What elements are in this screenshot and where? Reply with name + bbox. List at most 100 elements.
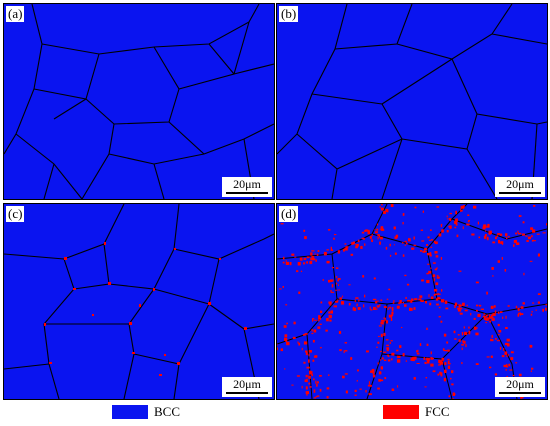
fcc-particle xyxy=(355,246,358,249)
fcc-particle xyxy=(412,359,415,362)
fcc-particle xyxy=(489,314,490,318)
fcc-particle xyxy=(500,311,503,313)
fcc-particle xyxy=(490,338,492,341)
fcc-particle xyxy=(379,228,382,230)
fcc-particle xyxy=(480,308,484,310)
fcc-particle xyxy=(311,374,313,377)
fcc-particle xyxy=(286,341,290,346)
fcc-particle xyxy=(523,272,525,276)
fcc-particle xyxy=(354,308,356,312)
fcc-particle xyxy=(391,358,393,361)
fcc-particle xyxy=(363,304,365,308)
fcc-particle xyxy=(497,260,500,263)
fcc-particle xyxy=(335,276,338,278)
fcc-particle xyxy=(449,212,452,215)
fcc-particle xyxy=(475,281,479,284)
fcc-particle xyxy=(378,371,382,375)
fcc-particle xyxy=(487,314,489,317)
fcc-particle xyxy=(408,238,411,242)
fcc-particle xyxy=(466,223,470,226)
fcc-particle xyxy=(377,234,380,237)
fcc-particle xyxy=(319,375,322,377)
fcc-particle xyxy=(497,334,501,336)
fcc-particle xyxy=(304,379,308,382)
fcc-particle xyxy=(468,326,470,329)
fcc-particle xyxy=(368,381,370,385)
scale-bar-line xyxy=(499,192,541,194)
fcc-particle xyxy=(356,243,359,247)
fcc-particle xyxy=(489,320,491,323)
fcc-particle xyxy=(439,371,442,375)
fcc-particle xyxy=(372,370,375,375)
grain-boundary-map-d xyxy=(277,204,547,399)
fcc-particle xyxy=(515,232,517,235)
fcc-particle xyxy=(361,237,364,239)
fcc-particle xyxy=(308,375,311,379)
fcc-particle xyxy=(512,374,515,377)
fcc-particle xyxy=(434,268,438,271)
fcc-particle xyxy=(517,313,520,317)
fcc-particle xyxy=(483,313,486,315)
fcc-particle xyxy=(425,357,428,361)
fcc-particle xyxy=(430,267,432,269)
fcc-particle xyxy=(461,362,463,365)
fcc-particle xyxy=(502,316,504,319)
fcc-particle xyxy=(412,356,414,359)
fcc-particle xyxy=(341,295,343,298)
fcc-particle xyxy=(385,208,389,212)
fcc-particle xyxy=(402,254,405,257)
scale-bar-line xyxy=(226,392,268,394)
fcc-particle xyxy=(473,205,477,209)
fcc-particle xyxy=(313,319,317,321)
fcc-particle xyxy=(309,386,312,388)
fcc-particle xyxy=(419,343,422,346)
fcc-particle xyxy=(334,234,337,236)
fcc-particle xyxy=(404,274,407,277)
fcc-particle xyxy=(315,259,317,262)
fcc-particle xyxy=(330,291,334,293)
fcc-particle xyxy=(361,231,365,234)
fcc-particle xyxy=(486,291,488,295)
fcc-particle xyxy=(370,370,373,373)
micrograph-panel-d: (d) 20μm xyxy=(276,203,548,400)
fcc-particle xyxy=(331,267,334,269)
fcc-particle xyxy=(395,234,399,238)
fcc-particle xyxy=(308,353,310,357)
fcc-particle xyxy=(467,220,470,223)
fcc-particle xyxy=(434,251,438,254)
fcc-particle xyxy=(430,351,432,355)
fcc-particle xyxy=(431,239,433,241)
fcc-particle xyxy=(375,300,378,304)
fcc-particle xyxy=(404,244,406,246)
fcc-particle xyxy=(303,229,306,232)
fcc-particle xyxy=(447,218,449,220)
fcc-particle xyxy=(359,388,362,390)
fcc-particle xyxy=(393,300,395,303)
fcc-particle xyxy=(430,358,434,360)
fcc-particle xyxy=(383,211,386,214)
fcc-particle xyxy=(426,244,429,246)
fcc-particle xyxy=(378,378,381,382)
fcc-particle xyxy=(383,317,386,319)
fcc-particle xyxy=(329,302,332,306)
fcc-particle xyxy=(454,304,456,308)
fcc-particle xyxy=(520,395,524,399)
fcc-particle xyxy=(433,294,436,297)
fcc-particle xyxy=(337,250,341,254)
fcc-particle xyxy=(452,398,454,399)
fcc-particle xyxy=(515,305,518,309)
fcc-particle xyxy=(348,284,351,286)
fcc-particle xyxy=(284,334,288,337)
fcc-particle xyxy=(545,307,547,311)
fcc-particle xyxy=(492,275,494,277)
fcc-particle xyxy=(498,240,500,244)
fcc-particle xyxy=(379,234,381,238)
fcc-particle xyxy=(330,310,333,314)
fcc-particle xyxy=(373,306,376,310)
fcc-particle xyxy=(459,312,463,315)
fcc-particle xyxy=(447,365,451,369)
fcc-particle xyxy=(420,300,424,302)
fcc-particle xyxy=(440,360,443,364)
fcc-particle xyxy=(362,275,365,278)
fcc-particle xyxy=(357,369,359,372)
